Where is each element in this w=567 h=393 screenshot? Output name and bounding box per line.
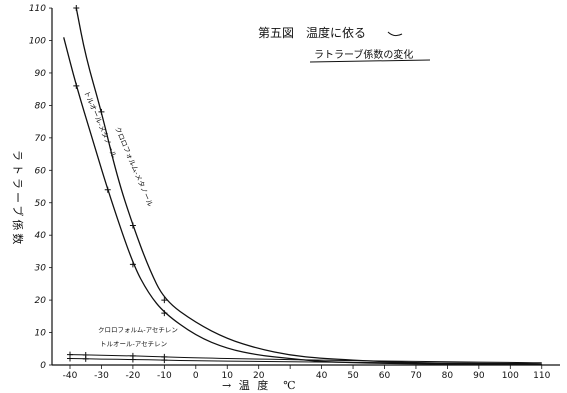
y-tick-label: 70	[35, 134, 47, 144]
series-label-chloroform-methanol: クロロフォルム-メタノール	[113, 125, 155, 208]
data-point-marker	[73, 5, 80, 12]
x-tick-label: 90	[473, 371, 485, 381]
x-tick-label: 70	[410, 371, 422, 381]
y-tick-label: 0	[40, 361, 46, 371]
data-point-marker	[161, 357, 168, 364]
title-hook-stroke	[387, 31, 403, 37]
y-tick-label: 20	[35, 296, 47, 306]
x-tick-label: 10	[222, 371, 234, 381]
data-point-marker	[82, 355, 89, 362]
y-tick-label: 60	[35, 166, 47, 176]
x-axis-label: → 温 度 ℃	[222, 378, 298, 392]
y-tick-label: 40	[35, 231, 47, 241]
series-label-toluol-acetylene: トルオール-アセチレン	[100, 340, 167, 348]
data-point-marker	[129, 261, 136, 268]
data-point-marker	[98, 108, 105, 115]
x-tick-label: 40	[316, 371, 328, 381]
y-tick-label: 100	[29, 37, 46, 47]
series-label-chloroform-acetylene: クロロフォルム-アセチレン	[98, 326, 178, 334]
x-tick-label: -40	[63, 371, 78, 381]
data-point-marker	[129, 222, 136, 229]
x-tick-label: -20	[126, 371, 141, 381]
x-tick-label: 60	[379, 371, 391, 381]
series-line-3	[69, 358, 543, 365]
y-tick-label: 80	[35, 101, 47, 111]
y-tick-label: 10	[35, 329, 47, 339]
data-point-marker	[161, 310, 168, 317]
series-line-2	[69, 354, 543, 364]
data-point-marker	[73, 82, 80, 89]
chart-title-line2: ラトラーブ係数の変化	[314, 48, 413, 61]
x-tick-label: -10	[157, 371, 172, 381]
x-tick-label: 80	[442, 371, 454, 381]
y-axis-label: ラトラーブ係数	[11, 150, 25, 247]
y-tick-label: 30	[35, 264, 47, 274]
series-line-1	[63, 37, 543, 366]
x-tick-label: 50	[347, 371, 359, 381]
title-underline	[309, 59, 431, 63]
x-tick-label: 20	[253, 371, 265, 381]
x-tick-label: -30	[94, 371, 109, 381]
chart-title-line1: 第五図 温度に依る	[258, 25, 366, 40]
data-point-marker	[129, 356, 136, 363]
x-tick-label: 110	[533, 371, 550, 381]
data-point-marker	[161, 297, 168, 304]
y-tick-label: 50	[35, 199, 47, 209]
data-point-marker	[67, 355, 73, 362]
y-tick-label: 110	[29, 4, 46, 14]
y-tick-label: 90	[35, 69, 47, 79]
x-tick-label: 0	[193, 371, 199, 381]
x-tick-label: 100	[502, 371, 519, 381]
data-point-marker	[104, 186, 111, 193]
